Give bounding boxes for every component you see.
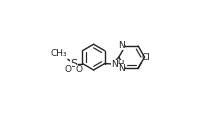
Text: Cl: Cl <box>142 53 151 62</box>
Text: S: S <box>70 59 77 69</box>
Text: O: O <box>65 65 72 74</box>
Text: N: N <box>118 64 124 73</box>
Text: N: N <box>118 41 124 50</box>
Text: O: O <box>75 65 82 74</box>
Text: NH: NH <box>111 60 125 69</box>
Text: CH₃: CH₃ <box>50 49 67 58</box>
